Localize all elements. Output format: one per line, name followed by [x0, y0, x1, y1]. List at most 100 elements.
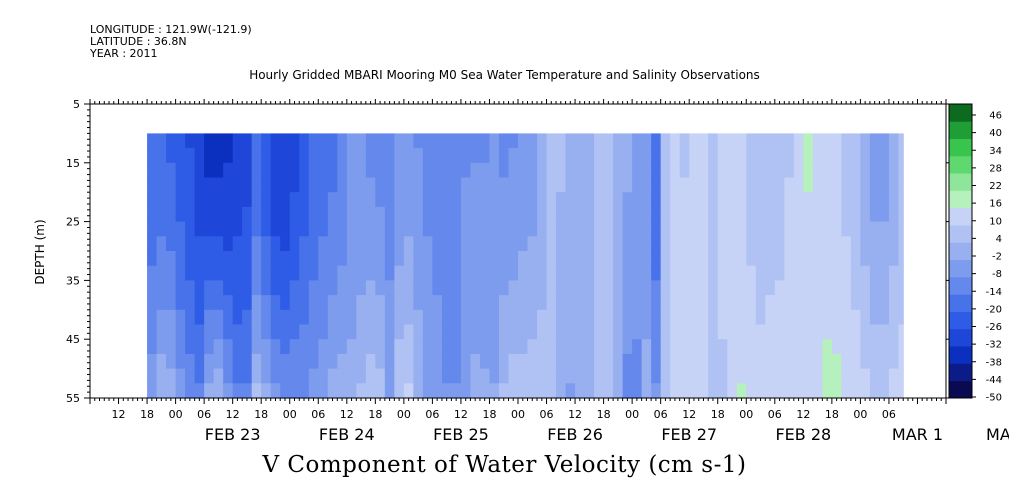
- heatmap-cell: [822, 265, 833, 281]
- heatmap-cell: [746, 221, 757, 237]
- heatmap-cell: [556, 383, 567, 399]
- colorbar-swatch: [949, 190, 972, 209]
- heatmap-cell: [736, 206, 747, 223]
- heatmap-cell: [356, 251, 367, 267]
- heatmap-cell: [717, 368, 728, 384]
- heatmap-cell: [166, 162, 177, 179]
- heatmap-cell: [841, 353, 852, 370]
- heatmap-cell: [232, 353, 243, 370]
- heatmap-cell: [375, 280, 386, 296]
- heatmap-cell: [156, 383, 167, 399]
- heatmap-cell: [860, 265, 871, 281]
- heatmap-cell: [622, 309, 633, 326]
- heatmap-cell: [460, 339, 472, 355]
- heatmap-cell: [888, 265, 900, 281]
- heatmap-cell: [441, 192, 453, 208]
- heatmap-cell: [746, 192, 757, 208]
- heatmap-cell: [289, 339, 300, 355]
- heatmap-cell: [518, 221, 529, 237]
- heatmap-cell: [194, 236, 205, 252]
- heatmap-cell: [508, 221, 519, 237]
- heatmap-cell: [261, 383, 272, 399]
- heatmap-cell: [147, 133, 158, 149]
- x-date-label: FEB 27: [661, 425, 717, 444]
- heatmap-cell: [546, 383, 557, 399]
- heatmap-cell: [299, 206, 310, 223]
- heatmap-cell: [166, 280, 177, 296]
- heatmap-cell: [365, 368, 376, 384]
- heatmap-cell: [194, 324, 205, 340]
- heatmap-cell: [413, 177, 424, 193]
- heatmap-cell: [460, 221, 472, 237]
- heatmap-cell: [147, 383, 158, 399]
- heatmap-cell: [632, 339, 643, 355]
- heatmap-cell: [784, 148, 795, 164]
- heatmap-cell: [251, 206, 262, 223]
- heatmap-cell: [727, 295, 738, 311]
- heatmap-cell: [765, 295, 776, 311]
- heatmap-cell: [356, 383, 367, 399]
- heatmap-cell: [375, 324, 386, 340]
- heatmap-cell: [375, 148, 386, 164]
- heatmap-cell: [708, 353, 719, 370]
- heatmap-cell: [613, 236, 624, 252]
- heatmap-cell: [765, 221, 776, 237]
- heatmap-cell: [299, 148, 310, 164]
- heatmap-cell: [318, 148, 329, 164]
- heatmap-cell: [822, 206, 833, 223]
- heatmap-cell: [556, 177, 567, 193]
- heatmap-cell: [603, 192, 614, 208]
- x-hour-label: 12: [796, 408, 810, 421]
- heatmap-cell: [651, 383, 662, 399]
- heatmap-cell: [869, 133, 881, 149]
- heatmap-cell: [689, 339, 700, 355]
- heatmap-cell: [498, 353, 510, 370]
- heatmap-cell: [603, 339, 614, 355]
- heatmap-cell: [879, 251, 890, 267]
- heatmap-cell: [327, 309, 338, 326]
- heatmap-cell: [812, 368, 823, 384]
- heatmap-cell: [537, 280, 548, 296]
- heatmap-cell: [594, 368, 605, 384]
- heatmap-cell: [375, 221, 386, 237]
- heatmap-cell: [774, 133, 785, 149]
- heatmap-cell: [727, 339, 738, 355]
- heatmap-cell: [869, 162, 881, 179]
- heatmap-cell: [527, 251, 538, 267]
- heatmap-cell: [346, 148, 357, 164]
- heatmap-cell: [156, 309, 167, 326]
- heatmap-cell: [289, 133, 300, 149]
- heatmap-cell: [784, 192, 795, 208]
- heatmap-cell: [708, 280, 719, 296]
- heatmap-cell: [793, 192, 804, 208]
- heatmap-cell: [613, 133, 624, 149]
- x-hour-label: 18: [597, 408, 611, 421]
- heatmap-cell: [479, 133, 491, 149]
- heatmap-cell: [755, 133, 766, 149]
- heatmap-cell: [803, 206, 814, 223]
- heatmap-cell: [489, 309, 500, 326]
- heatmap-cell: [242, 265, 253, 281]
- heatmap-cell: [204, 192, 215, 208]
- heatmap-cell: [603, 324, 614, 340]
- heatmap-cell: [356, 192, 367, 208]
- heatmap-cell: [850, 280, 861, 296]
- heatmap-cell: [394, 162, 405, 179]
- heatmap-cell: [641, 339, 652, 355]
- heatmap-cell: [156, 221, 167, 237]
- heatmap-cell: [755, 192, 766, 208]
- heatmap-cell: [803, 383, 814, 399]
- heatmap-cell: [850, 295, 861, 311]
- heatmap-cell: [746, 353, 757, 370]
- heatmap-cell: [613, 309, 624, 326]
- heatmap-cell: [147, 236, 158, 252]
- heatmap-cell: [812, 236, 823, 252]
- heatmap-cell: [232, 383, 243, 399]
- heatmap-cell: [746, 280, 757, 296]
- heatmap-cell: [784, 251, 795, 267]
- heatmap-cell: [765, 339, 776, 355]
- heatmap-cell: [603, 368, 614, 384]
- heatmap-cell: [308, 353, 319, 370]
- heatmap-cell: [708, 206, 719, 223]
- heatmap-cell: [156, 162, 167, 179]
